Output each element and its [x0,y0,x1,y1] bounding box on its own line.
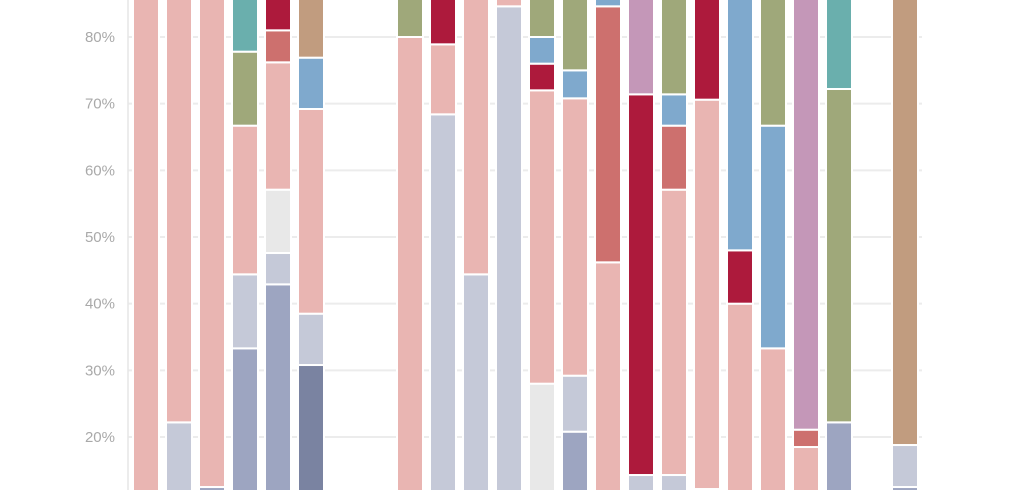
bar-1 [165,0,193,490]
bar-segment-teal [231,0,259,53]
bar-segment-pink [429,43,457,116]
bar-segment-olive [660,0,688,96]
bar-segment-olive [561,0,589,72]
bar-segment-pink [495,0,523,8]
bar-segment-lavender [165,421,193,490]
bar-segment-crimson [264,0,292,32]
bar-segment-lavender [891,444,919,489]
bar-segment-lavender [660,474,688,490]
bar-segment-pink [396,36,424,490]
bar-segment-pink [132,0,160,490]
bar-segment-crimson [528,62,556,92]
bar-segment-olive [396,0,424,38]
bar-17 [693,0,721,490]
bar-segment-steelblue [528,36,556,65]
y-tick-label: 20% [85,429,115,446]
bar-segment-lavender [429,113,457,490]
bar-segment-crimson [627,93,655,477]
bar-0 [132,0,160,490]
bar-segment-olive [231,50,259,127]
bar-segment-tan [891,0,919,447]
gridlines [128,36,922,439]
bar-12 [528,0,556,490]
bar-segment-steelblue [297,56,325,111]
bar-4 [264,0,292,490]
bar-segment-pink [726,302,754,490]
bar-5 [297,0,325,490]
bar-segment-slate [297,364,325,490]
bar-segment-steelblue [660,93,688,127]
bar-15 [627,0,655,490]
bar-segment-pink [297,108,325,315]
bar-segment-bluegray [825,421,853,490]
bar-segment-lavender [495,5,523,490]
bar-segment-rose [264,29,292,64]
bar-segment-lavender [264,252,292,286]
y-tick-label: 70% [85,96,115,113]
bar-segment-pink [693,98,721,490]
bar-segment-steelblue [561,69,589,100]
bar-segment-pink [198,0,226,489]
bar-segment-pink [561,97,589,377]
bar-segment-bluegray [264,283,292,490]
bar-segment-olive [759,0,787,127]
bar-13 [561,0,589,490]
bar-23 [891,0,919,490]
bar-segment-mauve [792,0,820,431]
bar-segment-lavender [561,374,589,433]
bar-16 [660,0,688,490]
bar-segment-pink [264,61,292,191]
bar-segment-olive [825,88,853,424]
bar-11 [495,0,523,490]
bar-segment-steelblue [759,124,787,350]
bar-20 [792,0,820,490]
bar-segment-pink [660,188,688,477]
bar-18 [726,0,754,490]
bar-segment-bluegray [231,347,259,490]
bar-segment-rose [594,5,622,264]
y-tick-label: 40% [85,296,115,313]
y-tick-label: 60% [85,162,115,179]
bar-segment-lavender [462,273,490,490]
bar-3 [231,0,259,490]
bar-2 [198,0,226,490]
bar-segment-pink [462,0,490,276]
bar-segment-mauve [627,0,655,96]
bar-segment-rose [660,124,688,191]
bar-10 [462,0,490,490]
y-tick-label: 80% [85,29,115,46]
bar-segment-pink [231,124,259,276]
bar-segment-crimson [726,249,754,305]
y-axis-ticks: 80% 70% 60% 50% 40% 30% 20% [85,29,115,446]
y-tick-label: 50% [85,229,115,246]
bar-segment-tan [297,0,325,59]
bars [132,0,919,490]
bar-segment-pink [759,347,787,490]
bar-segment-lightgray [528,382,556,490]
bar-segment-teal [825,0,853,91]
bar-segment-steelblue [726,0,754,252]
bar-segment-crimson [429,0,457,46]
bar-segment-lightgray [264,188,292,255]
bar-19 [759,0,787,490]
bar-segment-pink [165,0,193,424]
bar-segment-pink [594,261,622,490]
bar-segment-pink [528,89,556,385]
bar-segment-lavender [627,474,655,490]
bar-21 [825,0,853,490]
bar-segment-crimson [693,0,721,101]
y-tick-label: 30% [85,362,115,379]
bar-segment-lavender [231,273,259,350]
bar-14 [594,0,622,490]
bar-segment-bluegray [561,430,589,490]
bar-segment-pink [792,446,820,490]
bar-segment-rose [792,428,820,449]
bar-segment-olive [528,0,556,38]
bar-segment-steelblue [594,0,622,8]
bar-segment-lavender [297,312,325,367]
bar-9 [429,0,457,490]
bar-8 [396,0,424,490]
